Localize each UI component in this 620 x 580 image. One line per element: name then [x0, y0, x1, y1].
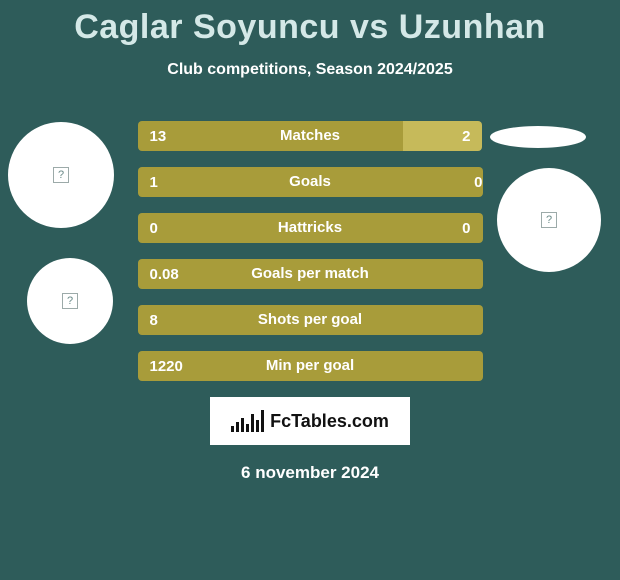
bar-wrap: 00Hattricks	[138, 213, 483, 243]
logo-bar	[246, 424, 249, 432]
page-title: Caglar Soyuncu vs Uzunhan	[0, 0, 620, 47]
logo-bar	[241, 418, 244, 432]
logo-bar	[236, 422, 239, 432]
bar-left: 8	[138, 305, 483, 335]
fctables-logo: FcTables.com	[210, 397, 410, 445]
left-value: 1220	[150, 358, 183, 375]
bar-left: 0.08	[138, 259, 483, 289]
player2-club: ?	[497, 168, 601, 272]
logo-bar	[251, 414, 254, 432]
bar-right: 0	[310, 213, 483, 243]
logo-bar	[231, 426, 234, 432]
bar-left: 1	[138, 167, 483, 197]
bar-left: 1220	[138, 351, 483, 381]
bar-wrap: 10Goals	[138, 167, 483, 197]
bar-wrap: 8Shots per goal	[138, 305, 483, 335]
stat-row: 1220Min per goal	[0, 351, 620, 381]
placeholder-icon: ?	[62, 293, 78, 309]
right-value: 2	[462, 128, 470, 145]
bar-wrap: 132Matches	[138, 121, 483, 151]
bar-wrap: 0.08Goals per match	[138, 259, 483, 289]
logo-bar	[256, 420, 259, 432]
bar-left: 0	[138, 213, 311, 243]
left-value: 0.08	[150, 266, 179, 283]
logo-bars-icon	[231, 410, 264, 432]
logo-text: FcTables.com	[270, 411, 389, 432]
player1-club: ?	[27, 258, 113, 344]
right-value: 0	[474, 174, 482, 191]
date-label: 6 november 2024	[0, 463, 620, 483]
left-value: 13	[150, 128, 167, 145]
bar-wrap: 1220Min per goal	[138, 351, 483, 381]
placeholder-icon: ?	[53, 167, 69, 183]
left-value: 8	[150, 312, 158, 329]
player2-avatar	[490, 126, 586, 148]
placeholder-icon: ?	[541, 212, 557, 228]
logo-bar	[261, 410, 264, 432]
subtitle: Club competitions, Season 2024/2025	[0, 61, 620, 79]
right-value: 0	[462, 220, 470, 237]
bar-right: 2	[403, 121, 482, 151]
left-value: 1	[150, 174, 158, 191]
left-value: 0	[150, 220, 158, 237]
bar-left: 13	[138, 121, 404, 151]
player1-avatar: ?	[8, 122, 114, 228]
